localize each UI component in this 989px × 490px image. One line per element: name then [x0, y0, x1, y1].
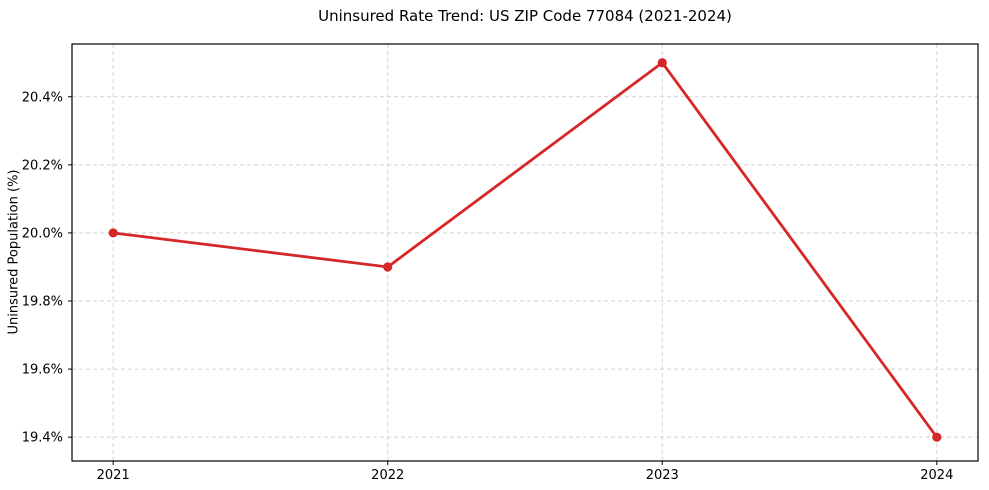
x-tick-label: 2023 — [646, 468, 679, 483]
y-tick-label: 20.0% — [22, 226, 63, 241]
data-point — [108, 228, 118, 238]
y-tick-label: 19.6% — [22, 363, 63, 378]
data-point — [932, 432, 942, 442]
data-point — [383, 262, 393, 272]
x-tick-label: 2021 — [97, 468, 130, 483]
y-tick-label: 20.4% — [22, 90, 63, 105]
data-point — [657, 58, 667, 68]
y-tick-label: 20.2% — [22, 158, 63, 173]
y-tick-label: 19.8% — [22, 295, 63, 310]
axes-box — [71, 43, 979, 462]
trend-line — [111, 61, 939, 439]
x-tick-label: 2022 — [371, 468, 404, 483]
x-tick-label: 2024 — [920, 468, 953, 483]
y-tick-label: 19.4% — [22, 431, 63, 446]
chart-title: Uninsured Rate Trend: US ZIP Code 77084 … — [318, 7, 732, 25]
